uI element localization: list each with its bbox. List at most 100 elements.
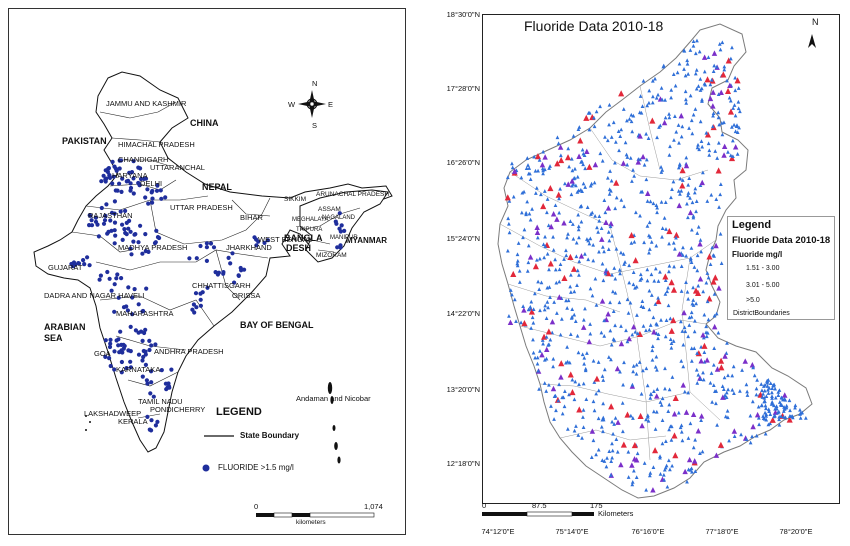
fluoride-point	[141, 354, 146, 360]
fluoride-marker	[645, 267, 650, 272]
fluoride-point	[148, 391, 153, 396]
fluoride-marker	[670, 286, 678, 293]
fluoride-marker	[600, 261, 605, 266]
fluoride-marker	[522, 227, 527, 232]
fluoride-marker	[565, 306, 570, 310]
fluoride-marker	[630, 382, 635, 387]
fluoride-marker	[588, 236, 593, 241]
fluoride-marker	[602, 459, 607, 463]
fluoride-marker	[631, 416, 635, 420]
fluoride-marker	[705, 299, 710, 304]
fluoride-point	[82, 262, 87, 267]
fluoride-marker	[663, 278, 668, 283]
fluoride-marker	[711, 113, 715, 118]
fluoride-marker	[697, 241, 703, 247]
fluoride-marker	[763, 431, 768, 436]
label-mp: MADHYA PRADESH	[118, 243, 188, 252]
fluoride-marker	[674, 129, 679, 134]
fluoride-marker	[732, 103, 737, 107]
fluoride-marker	[663, 291, 668, 296]
fluoride-marker	[689, 314, 694, 319]
fluoride-point	[106, 166, 111, 171]
fluoride-point	[193, 291, 199, 296]
fluoride-marker	[537, 158, 542, 162]
fluoride-marker	[711, 383, 716, 387]
fluoride-marker	[545, 299, 550, 304]
fluoride-marker	[609, 472, 613, 477]
fluoride-point	[232, 280, 237, 285]
fluoride-marker	[699, 344, 703, 349]
fluoride-marker	[571, 236, 576, 241]
fluoride-marker	[642, 461, 647, 465]
fluoride-marker	[695, 231, 700, 235]
fluoride-point	[108, 363, 113, 369]
fluoride-marker	[609, 135, 614, 139]
fluoride-point	[125, 308, 130, 313]
fluoride-marker	[798, 407, 802, 412]
fluoride-point	[155, 235, 161, 240]
fluoride-marker	[650, 344, 655, 348]
fluoride-marker	[760, 388, 764, 393]
fluoride-marker	[694, 289, 702, 297]
fluoride-point	[142, 330, 147, 336]
fluoride-marker	[736, 99, 741, 104]
fluoride-marker	[718, 182, 723, 187]
fluoride-marker	[603, 210, 608, 215]
fluoride-marker	[685, 58, 690, 63]
fluoride-marker	[750, 423, 756, 430]
fluoride-marker	[635, 313, 639, 317]
fluoride-marker	[580, 352, 585, 357]
fluoride-marker	[671, 240, 676, 245]
fluoride-marker	[525, 156, 530, 160]
fluoride-marker	[631, 456, 638, 462]
fluoride-marker	[695, 268, 700, 273]
fluoride-marker	[725, 341, 729, 345]
fluoride-marker	[605, 138, 610, 143]
fluoride-marker	[558, 153, 563, 158]
fluoride-marker	[770, 401, 775, 406]
fluoride-marker	[590, 293, 595, 298]
fluoride-marker	[668, 424, 673, 429]
fluoride-point	[136, 240, 141, 245]
fluoride-marker	[588, 286, 593, 291]
fluoride-marker	[540, 166, 545, 171]
fluoride-marker	[577, 259, 582, 264]
lat-tick-3: 16°26'0"N	[446, 158, 480, 167]
fluoride-marker	[727, 108, 735, 115]
fluoride-marker	[713, 389, 717, 393]
fluoride-marker	[659, 199, 664, 204]
fluoride-point	[122, 343, 127, 349]
fluoride-marker	[716, 92, 721, 96]
fluoride-marker	[720, 132, 725, 137]
compass-rose	[298, 90, 326, 118]
fluoride-marker	[667, 111, 671, 116]
fluoride-marker	[545, 197, 550, 201]
fluoride-point	[104, 202, 109, 207]
label-china: CHINA	[190, 118, 219, 128]
fluoride-marker	[632, 257, 639, 264]
fluoride-marker	[686, 191, 691, 195]
fluoride-marker	[663, 115, 668, 120]
fluoride-marker	[541, 149, 546, 154]
fluoride-marker	[655, 297, 662, 305]
fluoride-marker	[673, 231, 680, 238]
fluoride-marker	[601, 244, 605, 249]
fluoride-marker	[694, 199, 699, 203]
fluoride-marker	[608, 403, 615, 410]
fluoride-marker	[543, 244, 548, 249]
fluoride-point	[140, 251, 145, 256]
fluoride-point	[153, 240, 158, 245]
fluoride-marker	[776, 389, 781, 394]
fluoride-marker	[774, 404, 779, 408]
fluoride-marker	[520, 190, 525, 195]
fluoride-marker	[533, 355, 537, 360]
fluoride-marker	[735, 152, 740, 156]
fluoride-marker	[688, 48, 693, 52]
fluoride-marker	[787, 398, 792, 403]
fluoride-marker	[667, 152, 672, 157]
fluoride-marker	[613, 206, 618, 211]
fluoride-marker	[773, 386, 777, 391]
fluoride-marker	[765, 378, 769, 383]
fluoride-marker	[691, 458, 698, 464]
fluoride-marker	[689, 346, 694, 351]
